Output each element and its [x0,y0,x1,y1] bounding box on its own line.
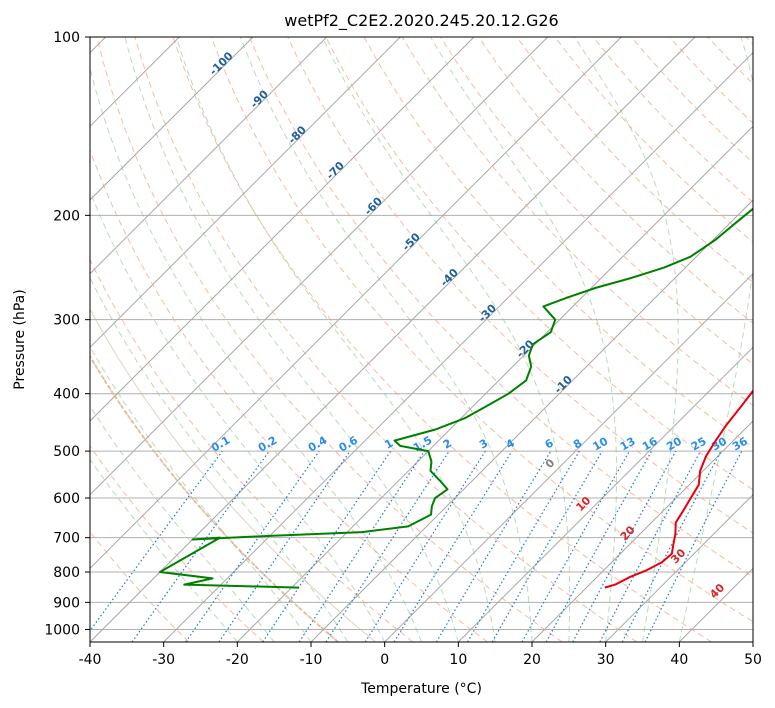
dewpoint-profile-line [158,207,753,589]
x-tick-label: -30 [152,652,175,668]
isotherm-line [90,37,475,422]
mixing-ratio-line [218,450,351,642]
y-axis-ticks: 100 200 300 400 500 600 700 800 900 1000 [44,30,90,638]
mixing-ratio-line [521,450,631,642]
dry-adiabat-line [249,37,753,578]
moist-adiabat-line [322,37,571,642]
plot-frame [89,36,754,643]
reference-curve [90,354,339,642]
moist-adiabat-line [90,189,386,642]
reference-curves [90,308,376,642]
moist-adiabat-line [90,276,349,642]
x-tick-label: -40 [79,652,102,668]
y-tick-label: 600 [53,491,80,507]
x-tick-label: 30 [597,652,615,668]
mixing-ratio-line [644,450,743,642]
mixing-ratio-line [262,450,392,642]
y-tick-label: 300 [53,313,80,329]
mixing-ratio-line [393,450,513,642]
x-tick-label: -20 [226,652,249,668]
moist-adiabat-line [90,66,422,642]
x-tick-label: -10 [300,652,323,668]
dry-adiabat-line [516,37,753,284]
mixing-ratio-line [572,450,677,642]
y-tick-label: 700 [53,531,80,547]
isotherm-line [457,346,753,642]
x-tick-label: 10 [449,652,467,668]
isotherm-line [90,37,622,570]
y-tick-label: 900 [53,595,80,611]
mixing-ratio-line [545,450,653,642]
isotherm-line [531,420,753,642]
y-tick-label: 500 [53,444,80,460]
mixing-ratio-line [185,450,320,642]
moist-adiabat-line [90,405,275,642]
mixing-ratio-line [325,450,450,642]
x-tick-label: 0 [380,652,389,668]
x-tick-label: 20 [523,652,541,668]
moist-adiabat-line [90,345,312,642]
mixing-ratio-lines [90,450,743,642]
x-axis-ticks: -40 -30 -20 -10 0 10 20 30 40 50 [79,642,762,668]
x-tick-label: 50 [744,652,762,668]
isotherm-line [90,37,549,496]
dry-adiabat-line [287,37,753,534]
x-axis-label: Temperature (°C) [360,681,482,697]
reference-curve [90,308,376,642]
y-tick-label: 400 [53,387,80,403]
mixing-ratio-line [131,450,270,642]
moist-adiabat-line [124,37,459,642]
isotherm-line [384,272,753,642]
mixing-ratio-line [90,450,223,632]
moist-adiabats [90,37,753,642]
isotherm-line [90,37,254,201]
moist-adiabat-line [678,37,753,642]
x-tick-label: 40 [670,652,688,668]
dry-adiabat-line [96,37,563,642]
dry-adiabat-line [90,445,264,642]
y-tick-label: 200 [53,208,80,224]
moist-adiabat-line [574,37,679,642]
dry-adiabat-line [172,37,712,642]
dry-adiabat-line [90,258,414,642]
moist-adiabat-line [430,37,618,642]
sounding-profiles [158,207,753,589]
y-axis-label: Pressure (hPa) [12,289,28,389]
mixing-ratio-line [298,450,425,642]
chart-title: wetPf2_C2E2.2020.245.20.12.G26 [284,11,558,31]
isotherm-line [310,199,753,642]
dry-adiabat-line [325,37,753,491]
dry-adiabat-line [210,37,753,623]
isotherm-line [90,37,328,275]
y-tick-label: 800 [53,565,80,581]
isotherm-line [605,493,753,642]
y-tick-label: 1000 [44,622,80,638]
temperature-profile-line [604,389,753,589]
dry-adiabat-line [134,37,638,642]
moist-adiabat-line [239,37,533,642]
moist-adiabat-line [90,458,238,642]
y-tick-label: 100 [53,30,80,46]
